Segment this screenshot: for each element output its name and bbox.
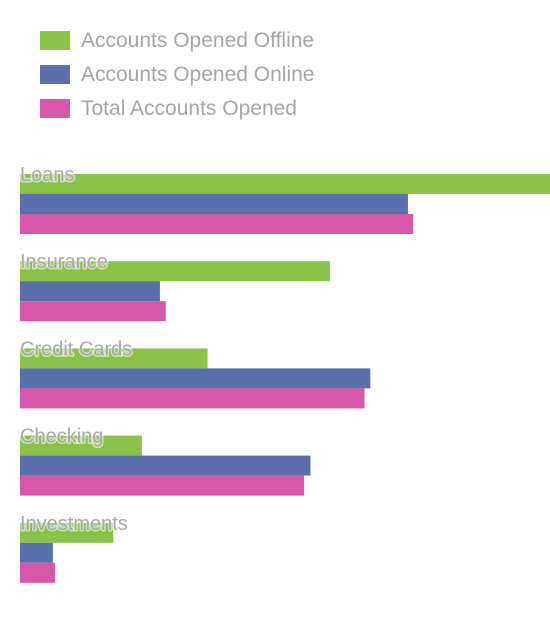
legend-label-total-accounts-opened: Total Accounts Opened — [81, 97, 297, 120]
bar-credit-cards-total-accounts-opened — [20, 388, 365, 409]
category-label-checking: Checking — [20, 426, 103, 448]
bar-investments-accounts-opened-offline — [20, 522, 114, 543]
category-labels: Loans Insurance Credit Cards Checking Invest… — [19, 163, 134, 537]
bar-investments-total-accounts-opened — [20, 562, 55, 583]
bar-loans-accounts-opened-online — [20, 194, 408, 214]
bar-investments-accounts-opened-online — [20, 542, 53, 563]
category-label-investments: Investments — [20, 513, 128, 535]
category-label-loans: Loans — [20, 164, 75, 186]
bar-loans-accounts-opened-offline — [20, 174, 550, 194]
bar-credit-cards-accounts-opened-offline — [20, 348, 208, 369]
legend-swatch-accounts-opened-online — [40, 65, 70, 84]
bar-checking-accounts-opened-offline — [20, 435, 142, 456]
category-label-credit-cards: Credit Cards — [20, 338, 132, 360]
bar-insurance-total-accounts-opened — [20, 301, 166, 322]
bar-loans-total-accounts-opened — [20, 214, 414, 234]
bar-insurance-accounts-opened-offline — [20, 261, 331, 282]
bar-checking-total-accounts-opened — [20, 475, 305, 496]
chart-legend: Accounts Opened Offline Accounts Opened O… — [40, 29, 314, 120]
legend-swatch-total-accounts-opened — [40, 99, 70, 118]
category-label-insurance: Insurance — [20, 251, 108, 273]
legend-swatch-accounts-opened-offline — [40, 31, 70, 50]
chart-bars — [20, 174, 550, 583]
legend-label-accounts-opened-online: Accounts Opened Online — [81, 63, 314, 86]
bar-credit-cards-accounts-opened-online — [20, 368, 371, 389]
legend-label-accounts-opened-offline: Accounts Opened Offline — [81, 29, 314, 52]
bar-checking-accounts-opened-online — [20, 455, 311, 476]
bar-insurance-accounts-opened-online — [20, 281, 160, 302]
